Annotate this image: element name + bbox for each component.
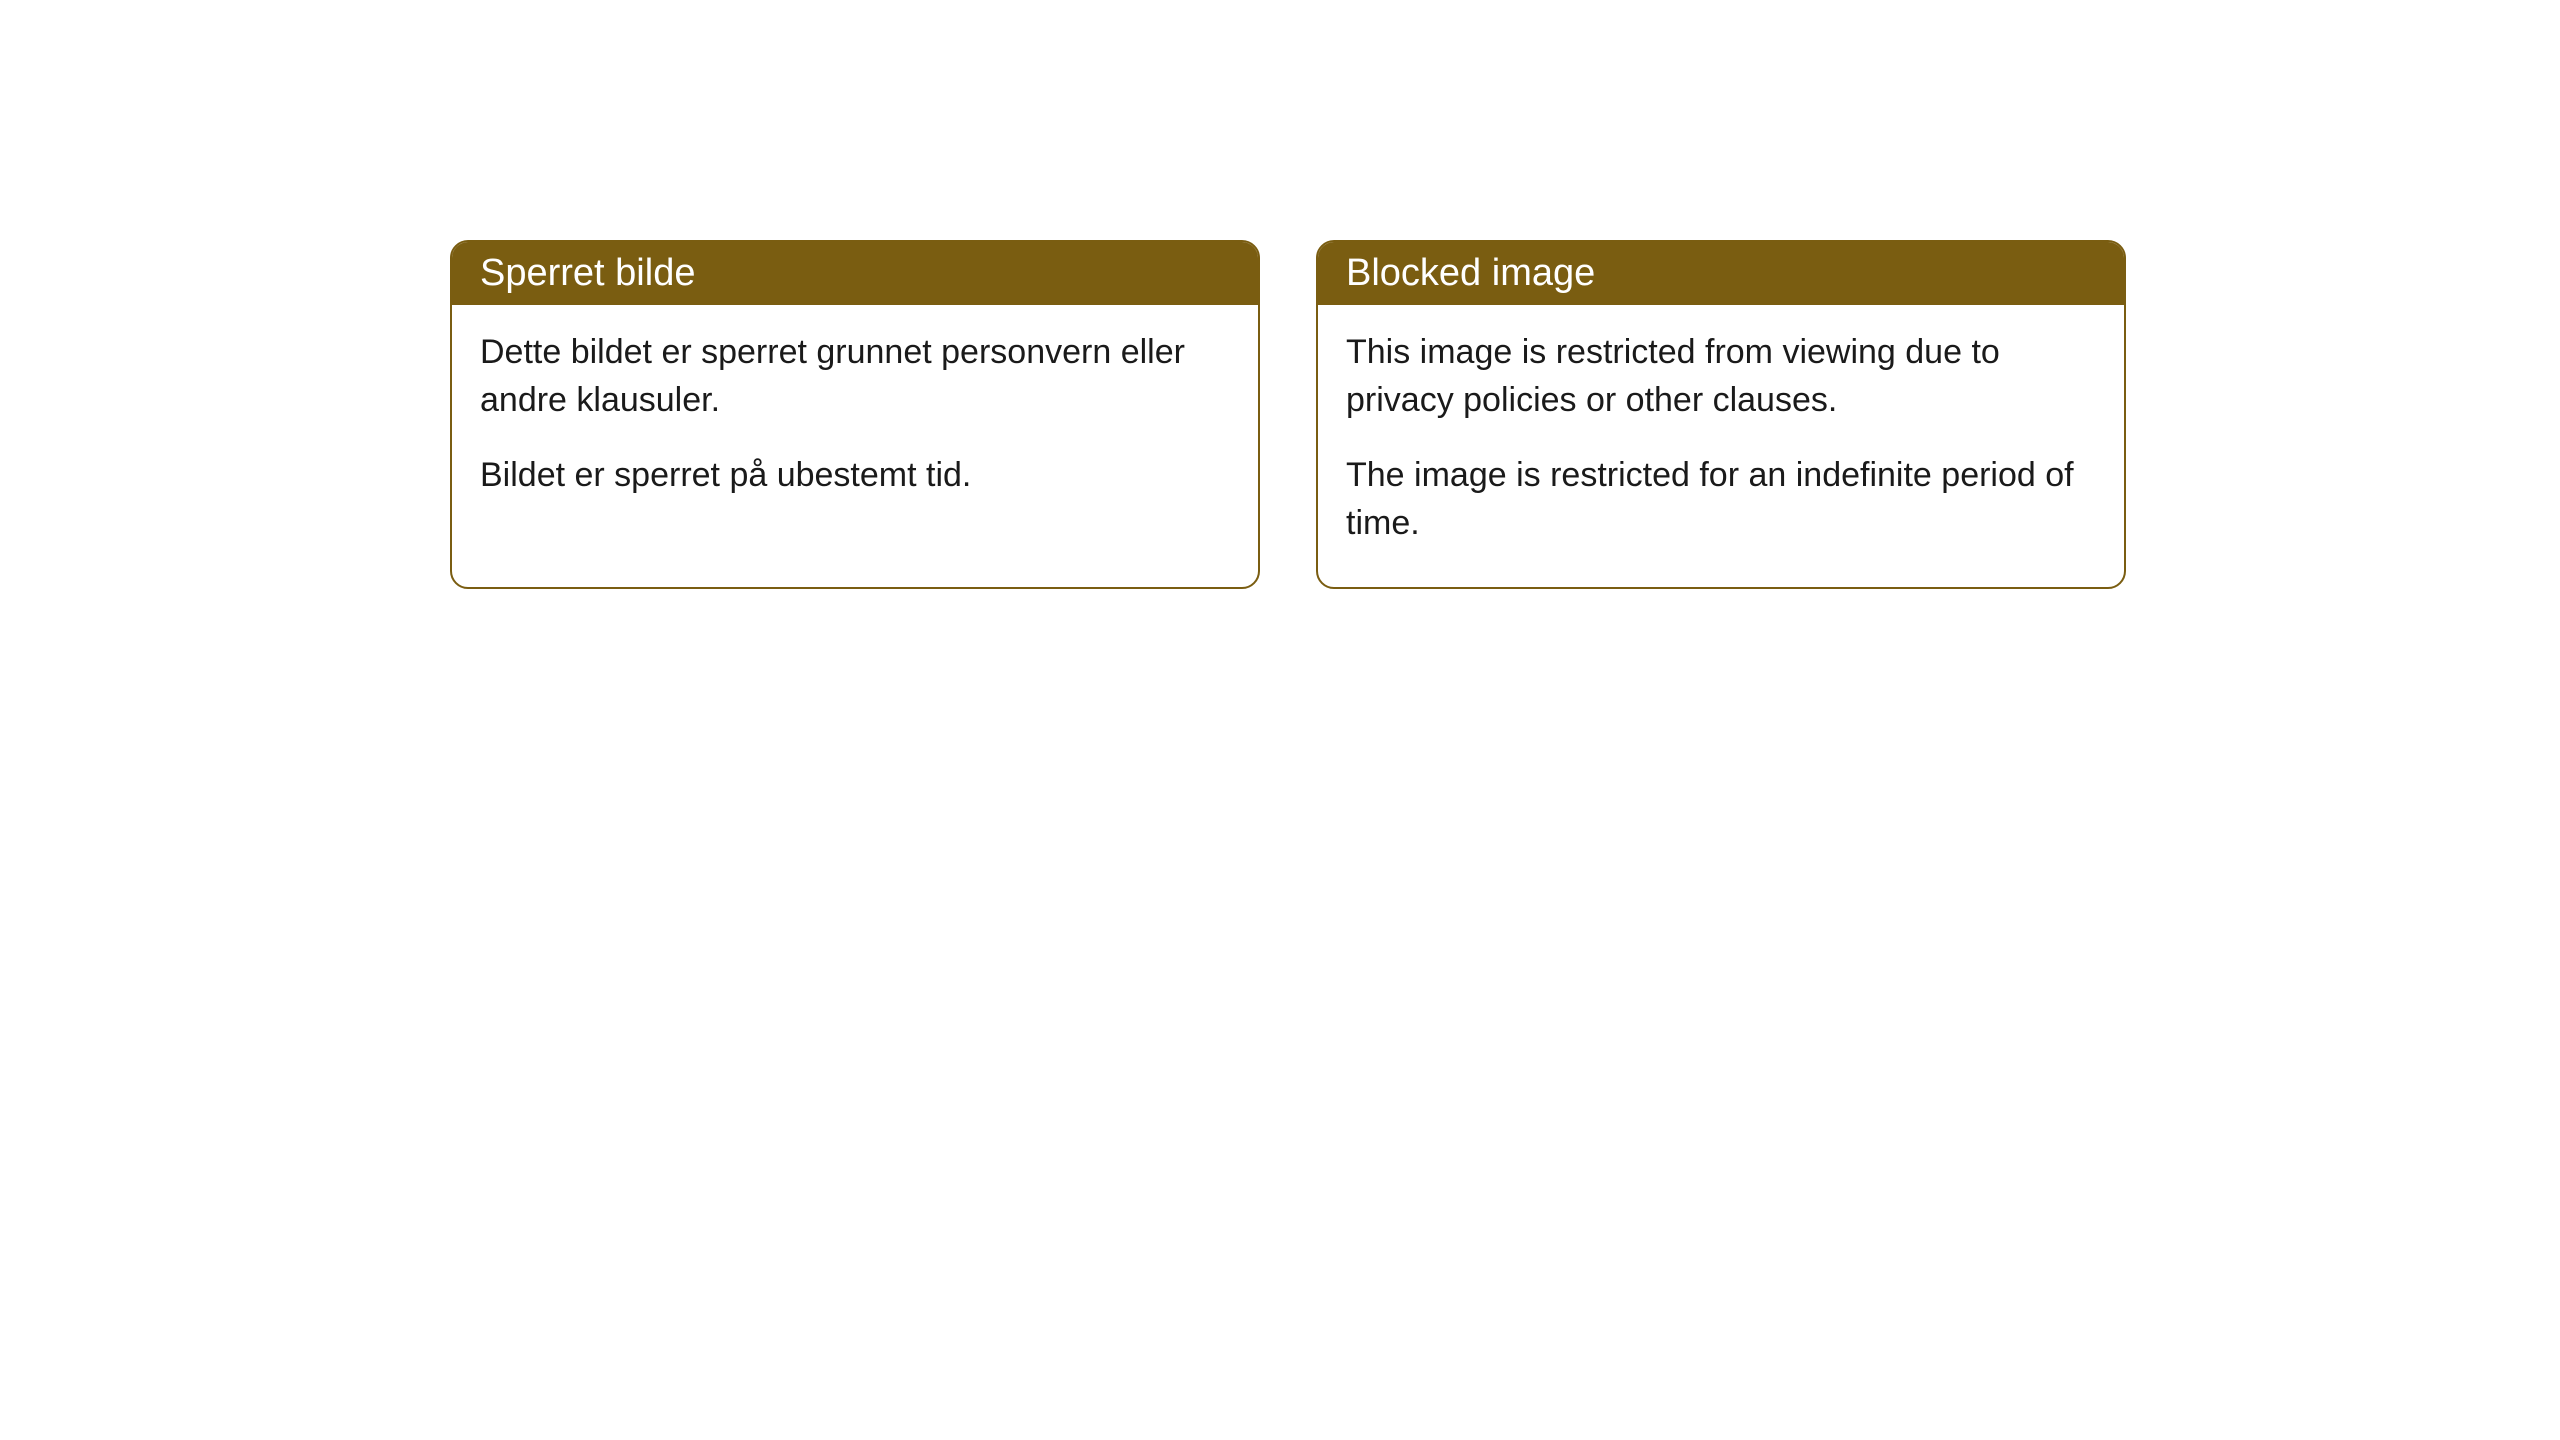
card-title: Blocked image (1346, 252, 1595, 294)
card-header: Blocked image (1318, 242, 2124, 305)
card-paragraph-2: The image is restricted for an indefinit… (1346, 452, 2096, 547)
blocked-image-card-english: Blocked image This image is restricted f… (1316, 240, 2126, 589)
card-body: This image is restricted from viewing du… (1318, 305, 2124, 587)
card-title: Sperret bilde (480, 252, 695, 294)
card-paragraph-1: This image is restricted from viewing du… (1346, 329, 2096, 424)
card-paragraph-2: Bildet er sperret på ubestemt tid. (480, 452, 1230, 500)
card-header: Sperret bilde (452, 242, 1258, 305)
blocked-image-card-norwegian: Sperret bilde Dette bildet er sperret gr… (450, 240, 1260, 589)
card-body: Dette bildet er sperret grunnet personve… (452, 305, 1258, 540)
card-paragraph-1: Dette bildet er sperret grunnet personve… (480, 329, 1230, 424)
cards-container: Sperret bilde Dette bildet er sperret gr… (0, 0, 2560, 589)
